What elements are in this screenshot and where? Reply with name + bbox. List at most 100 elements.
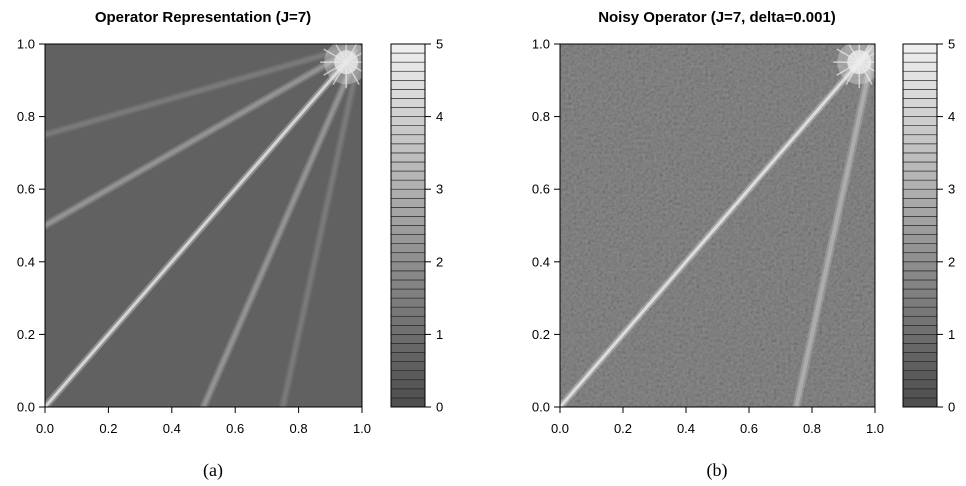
colorbar-level bbox=[902, 334, 938, 344]
colorbar-tick-label: 0 bbox=[436, 400, 443, 415]
colorbar-tick-label: 4 bbox=[948, 109, 955, 124]
colorbar-level bbox=[902, 134, 938, 145]
y-tick-label: 0.6 bbox=[532, 182, 550, 197]
panel-a-title: Operator Representation (J=7) bbox=[95, 9, 311, 26]
colorbar-level bbox=[902, 70, 938, 81]
y-tick-label: 0.0 bbox=[17, 400, 35, 415]
panel-a-y-axis: 0.0 0.2 0.4 0.6 0.8 1.0 bbox=[17, 37, 45, 415]
colorbar-level bbox=[902, 370, 938, 381]
heatmap-corner-block bbox=[833, 44, 875, 89]
colorbar-level bbox=[390, 98, 426, 108]
y-tick-label: 0.6 bbox=[17, 182, 35, 197]
colorbar-level bbox=[390, 52, 426, 63]
colorbar-level bbox=[902, 197, 938, 208]
colorbar-level bbox=[902, 143, 938, 154]
y-tick-label: 0.2 bbox=[532, 327, 550, 342]
x-tick-label: 0.6 bbox=[226, 421, 244, 436]
heatmap-diagonal bbox=[560, 44, 875, 407]
x-tick-label: 0.0 bbox=[551, 421, 569, 436]
colorbar-level bbox=[902, 125, 938, 136]
colorbar-level bbox=[390, 152, 426, 163]
colorbar-level bbox=[390, 306, 426, 317]
panel-b-plot bbox=[560, 44, 875, 407]
colorbar-level bbox=[390, 234, 426, 244]
colorbar-level bbox=[902, 161, 938, 172]
colorbar-level bbox=[390, 125, 426, 136]
panel-a-x-axis: 0.0 0.2 0.4 0.6 0.8 1.0 bbox=[36, 407, 371, 436]
x-tick-label: 0.8 bbox=[290, 421, 308, 436]
heatmap-band bbox=[199, 44, 362, 407]
colorbar-tick-label: 4 bbox=[436, 109, 443, 124]
colorbar-tick-label: 2 bbox=[436, 254, 443, 269]
colorbar-level bbox=[902, 315, 938, 326]
colorbar-level bbox=[902, 179, 938, 190]
colorbar-level bbox=[390, 270, 426, 281]
panel-b: Noisy Operator (J=7, delta=0.001) 0.0 0.2… bbox=[532, 9, 955, 481]
colorbar-level bbox=[902, 288, 938, 299]
x-tick-label: 1.0 bbox=[353, 421, 371, 436]
colorbar-level bbox=[902, 207, 938, 217]
colorbar-level bbox=[390, 243, 426, 254]
colorbar-level bbox=[390, 343, 426, 353]
panel-b-y-axis: 0.0 0.2 0.4 0.6 0.8 1.0 bbox=[532, 37, 560, 415]
colorbar-level bbox=[390, 170, 426, 181]
colorbar-level bbox=[902, 361, 938, 371]
x-tick-label: 0.0 bbox=[36, 421, 54, 436]
colorbar-level bbox=[902, 325, 938, 335]
y-tick-label: 1.0 bbox=[17, 37, 35, 52]
colorbar-level bbox=[390, 179, 426, 190]
y-tick-label: 0.8 bbox=[532, 109, 550, 124]
heatmap-band bbox=[278, 44, 362, 407]
colorbar-level bbox=[902, 216, 938, 226]
colorbar-level bbox=[902, 80, 938, 90]
x-tick-label: 0.6 bbox=[740, 421, 758, 436]
y-tick-label: 0.4 bbox=[532, 254, 550, 269]
colorbar-level bbox=[902, 379, 938, 390]
colorbar-tick-label: 5 bbox=[436, 37, 443, 52]
colorbar-tick-label: 5 bbox=[948, 37, 955, 52]
colorbar-level bbox=[902, 352, 938, 362]
x-tick-label: 1.0 bbox=[866, 421, 884, 436]
colorbar-level bbox=[902, 152, 938, 163]
panel-a-colorbar: 0 1 2 3 4 5 bbox=[390, 37, 443, 415]
colorbar-level bbox=[902, 170, 938, 181]
colorbar-level bbox=[902, 397, 938, 408]
colorbar-level bbox=[390, 261, 426, 272]
colorbar-level bbox=[390, 207, 426, 217]
colorbar-level bbox=[390, 61, 426, 72]
colorbar-level bbox=[902, 188, 938, 199]
colorbar-level bbox=[902, 43, 938, 54]
heatmap-band bbox=[45, 44, 362, 230]
y-tick-label: 1.0 bbox=[532, 37, 550, 52]
x-tick-label: 0.2 bbox=[614, 421, 632, 436]
colorbar-tick-label: 3 bbox=[948, 182, 955, 197]
colorbar-level bbox=[390, 315, 426, 326]
x-tick-label: 0.4 bbox=[677, 421, 695, 436]
colorbar-level bbox=[390, 361, 426, 371]
panel-a-plot bbox=[45, 44, 362, 407]
colorbar-level bbox=[902, 252, 938, 263]
colorbar-level bbox=[390, 225, 426, 235]
colorbar-level bbox=[390, 143, 426, 154]
colorbar-level bbox=[902, 343, 938, 353]
panel-a-heatmap bbox=[45, 44, 362, 407]
colorbar-level bbox=[390, 397, 426, 408]
panel-b-heatmap bbox=[560, 44, 875, 407]
colorbar-level bbox=[390, 388, 426, 399]
heatmap-corner-block bbox=[320, 44, 362, 89]
panel-a-caption: (a) bbox=[203, 460, 223, 481]
colorbar-tick-label: 1 bbox=[436, 327, 443, 342]
colorbar-level bbox=[902, 107, 938, 117]
colorbar-level bbox=[390, 352, 426, 362]
colorbar-level bbox=[390, 252, 426, 263]
colorbar-level bbox=[902, 52, 938, 63]
colorbar-level bbox=[902, 116, 938, 126]
colorbar-frame bbox=[902, 43, 938, 408]
colorbar-level bbox=[902, 234, 938, 244]
colorbar-level bbox=[390, 297, 426, 308]
colorbar-level bbox=[902, 306, 938, 317]
colorbar-level bbox=[390, 161, 426, 172]
colorbar-level bbox=[390, 43, 426, 54]
colorbar-level bbox=[902, 61, 938, 72]
